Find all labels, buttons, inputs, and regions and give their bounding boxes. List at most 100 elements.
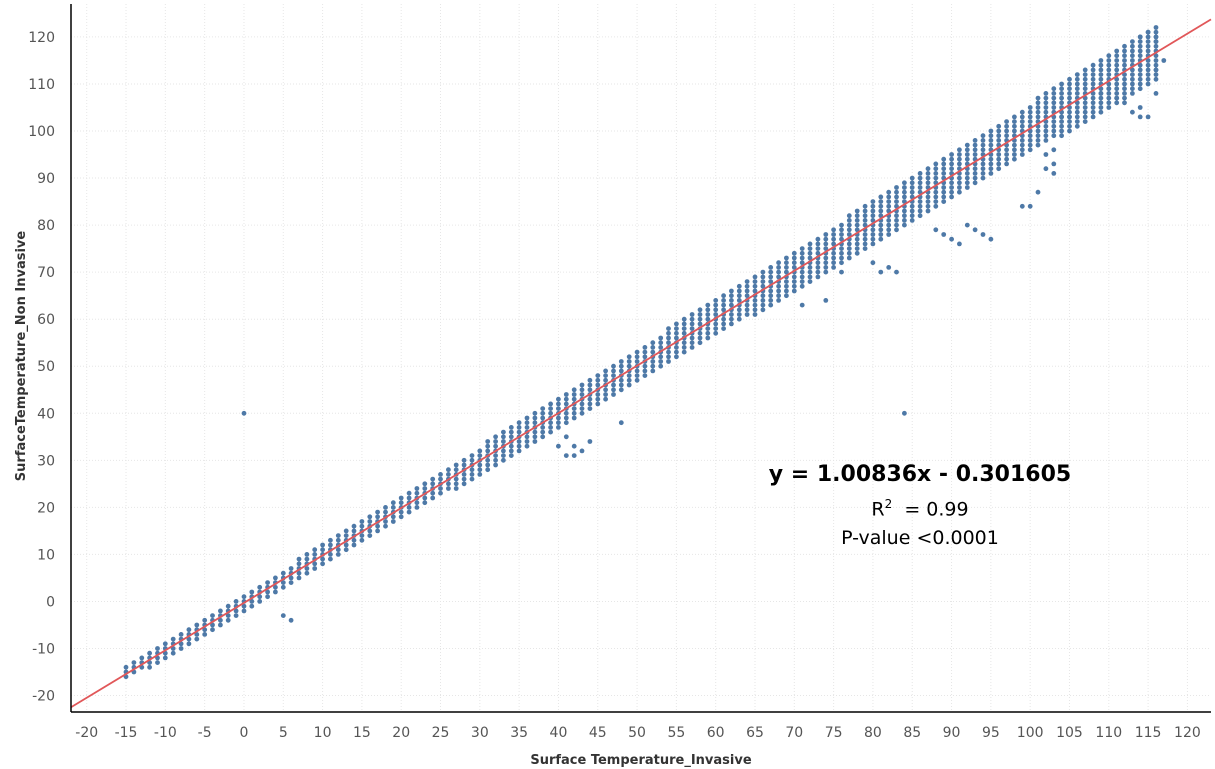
data-point [1051,95,1057,101]
data-point [375,514,380,520]
data-point [752,312,758,317]
data-point [1137,62,1143,68]
data-point [485,448,491,454]
data-point [1122,62,1127,68]
data-point [949,185,954,190]
data-point [854,227,860,233]
data-point [1019,142,1025,148]
data-point [540,415,546,421]
data-point [815,265,821,270]
data-point [972,175,978,181]
data-point [902,189,907,195]
data-point [1082,72,1088,77]
data-point [304,566,310,571]
data-point [1098,95,1104,101]
data-point [909,213,915,219]
data-point [398,509,404,515]
data-point [846,246,852,252]
data-point [862,218,868,223]
x-tick-label: -5 [198,725,212,741]
data-point [1130,91,1135,96]
data-point [1106,58,1112,63]
data-point [674,326,679,331]
data-point [446,467,451,473]
data-point [579,382,585,388]
data-point [689,345,695,350]
data-point [713,321,719,327]
data-point [563,415,569,421]
data-point [776,260,781,266]
data-point [729,298,734,303]
data-point [304,570,310,576]
data-point [359,523,365,529]
data-point [886,222,892,228]
axes [70,4,1211,713]
data-point [453,481,459,487]
data-point [980,171,986,176]
data-point [186,627,192,633]
data-point [886,265,892,270]
data-point [265,589,270,595]
data-point [1082,114,1088,120]
data-point [390,505,396,510]
data-point [957,161,962,167]
data-point [587,387,593,393]
data-point [257,599,263,604]
data-point [273,589,278,595]
data-point [894,222,899,228]
data-point [1137,76,1143,82]
data-point [1098,58,1104,63]
data-point [972,166,978,172]
data-point [744,279,750,284]
data-point [1067,76,1072,82]
data-point [933,171,939,176]
data-point [571,453,577,458]
data-point [689,316,695,322]
r-squared-label: R2 = 0.99 [700,497,1140,520]
data-point [972,147,978,153]
y-tick-label: 30 [37,453,55,469]
data-point [1153,34,1159,40]
data-point [485,462,491,468]
data-point [776,265,781,270]
data-point [1082,81,1088,87]
data-point [563,410,569,416]
data-point [839,269,844,275]
data-point [1106,95,1112,101]
data-point [524,425,530,430]
data-point [784,279,789,284]
data-point [1137,48,1143,54]
data-point [894,189,899,195]
data-point [674,330,679,336]
data-point [1098,72,1104,77]
x-tick-label: 35 [510,725,528,741]
data-point [1122,53,1127,59]
data-point [1145,81,1151,87]
data-point [493,462,498,468]
data-point [964,156,970,162]
data-point [799,283,805,289]
data-point [1122,76,1127,82]
data-point [1114,58,1120,63]
data-point [776,269,781,275]
data-point [1137,39,1143,44]
data-point [894,218,899,223]
data-point [957,241,962,247]
data-point [328,556,333,562]
data-point [516,439,522,444]
data-point [241,594,247,600]
y-tick-labels: -20 -10 0 10 20 30 40 50 60 70 80 90 100 110 120 [28,30,55,705]
y-tick-label: -20 [32,689,55,705]
data-point [1082,67,1088,73]
data-point [949,161,954,167]
data-point [603,387,608,393]
data-point [524,434,530,440]
data-point [320,561,325,567]
data-point [1098,76,1104,82]
data-point [776,274,781,280]
data-point [925,175,931,181]
data-point [626,377,632,383]
data-point [485,443,491,449]
data-point [1153,62,1159,68]
x-tick-label: 25 [432,725,450,741]
